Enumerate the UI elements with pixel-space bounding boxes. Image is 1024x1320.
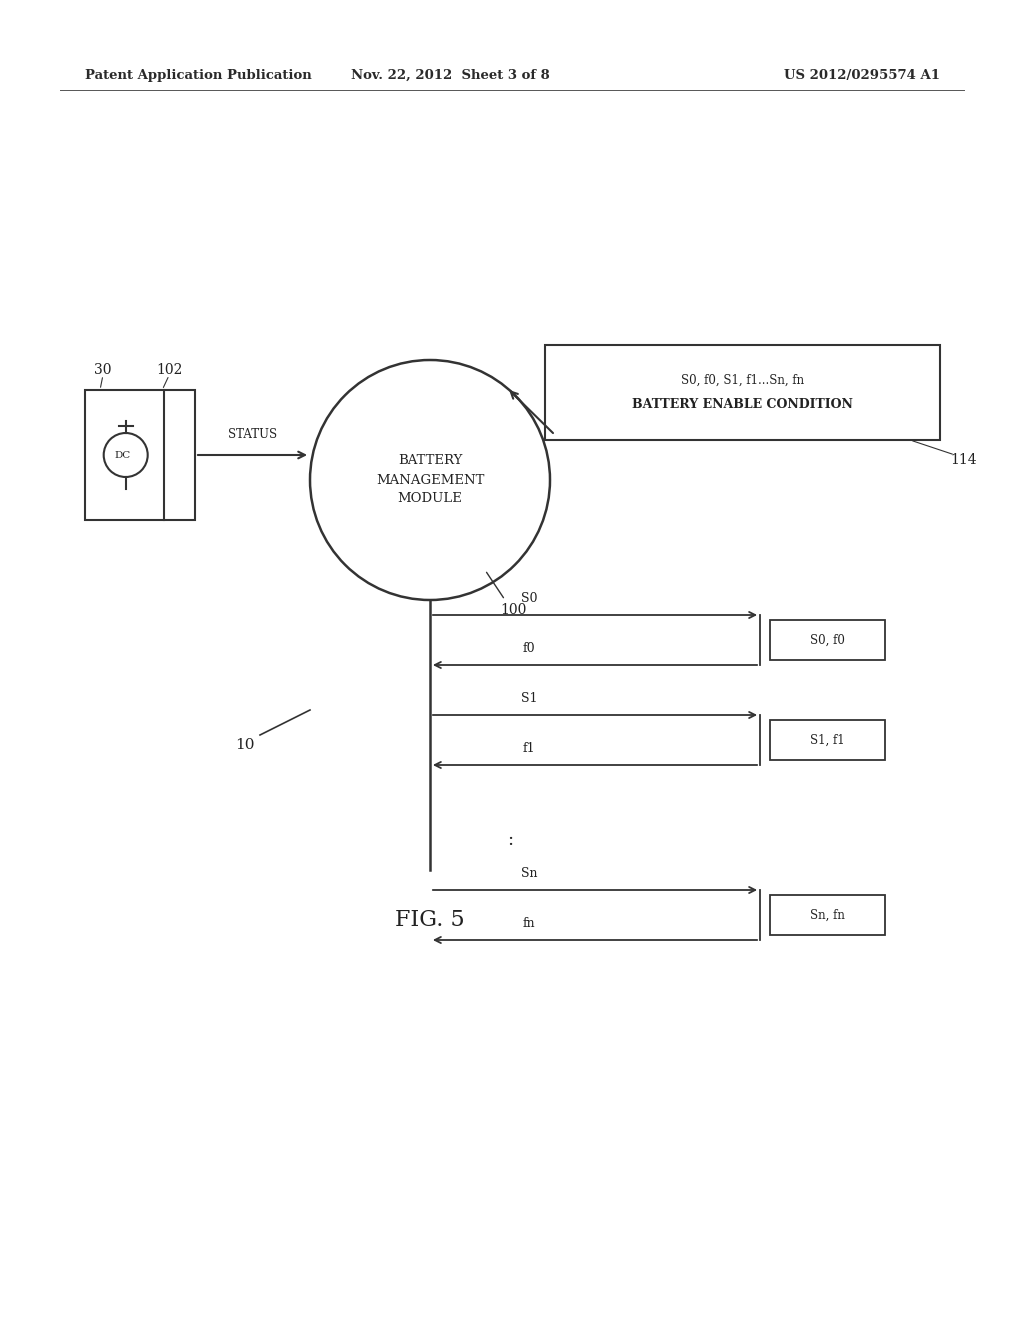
Text: 10: 10	[236, 738, 255, 752]
Text: 30: 30	[94, 363, 112, 378]
Text: S0, f0, S1, f1...Sn, fn: S0, f0, S1, f1...Sn, fn	[681, 374, 804, 387]
Text: Sn, fn: Sn, fn	[810, 908, 845, 921]
Text: S0, f0: S0, f0	[810, 634, 845, 647]
Text: S1, f1: S1, f1	[810, 734, 845, 747]
Text: S0: S0	[521, 591, 538, 605]
Text: S1: S1	[521, 692, 538, 705]
Text: f0: f0	[522, 642, 536, 655]
Text: Sn: Sn	[521, 867, 538, 880]
Text: 102: 102	[156, 363, 182, 378]
Bar	[545, 345, 940, 440]
Bar	[770, 719, 885, 760]
Text: BATTERY
MANAGEMENT
MODULE: BATTERY MANAGEMENT MODULE	[376, 454, 484, 506]
Text: STATUS: STATUS	[228, 428, 278, 441]
Text: DC: DC	[115, 450, 131, 459]
Text: US 2012/0295574 A1: US 2012/0295574 A1	[784, 69, 940, 82]
Bar	[85, 389, 195, 520]
Text: 114: 114	[950, 453, 977, 467]
Text: Patent Application Publication: Patent Application Publication	[85, 69, 311, 82]
Text: FIG. 5: FIG. 5	[395, 909, 465, 931]
Text: Nov. 22, 2012  Sheet 3 of 8: Nov. 22, 2012 Sheet 3 of 8	[350, 69, 549, 82]
Bar	[770, 620, 885, 660]
Text: :: :	[507, 832, 513, 849]
Bar	[770, 895, 885, 935]
Text: f1: f1	[522, 742, 536, 755]
Text: fn: fn	[522, 917, 536, 931]
Text: 100: 100	[500, 603, 526, 616]
Text: BATTERY ENABLE CONDITION: BATTERY ENABLE CONDITION	[632, 399, 853, 411]
